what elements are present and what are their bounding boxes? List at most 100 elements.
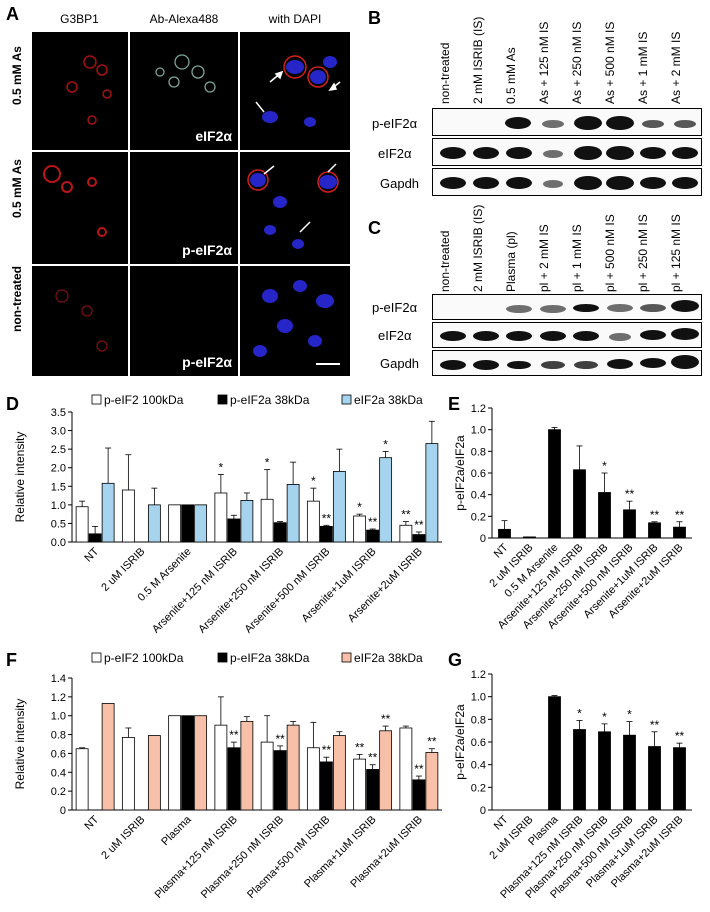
blot-b-label-eif2a: eIF2α — [378, 146, 412, 161]
significance-mark: * — [602, 710, 607, 724]
bar — [648, 522, 661, 539]
micro-dapi-as-peif2 — [240, 152, 350, 264]
y-tick-label: 1.2 — [51, 692, 66, 704]
blot-c-label-peif2a: p-eIF2α — [372, 300, 418, 315]
image-label-eif2a: eIF2α — [195, 128, 232, 144]
significance-mark: ** — [322, 511, 332, 525]
lane-c-3: Plasma (pl) — [504, 231, 518, 292]
bar — [425, 752, 439, 811]
bar — [194, 504, 208, 543]
lane-c-6: pl + 500 nM IS — [603, 214, 617, 292]
bar — [598, 492, 611, 539]
legend-label: p-eIF2a 38kDa — [230, 651, 310, 665]
significance-mark: * — [219, 460, 224, 474]
y-tick-label: 0.6 — [471, 468, 486, 480]
bar — [623, 734, 636, 811]
micro-alexa-as-eif2: eIF2α — [130, 32, 238, 150]
micro-g3bp1-nt — [32, 266, 128, 376]
lane-b-1: non-treated — [438, 42, 452, 104]
y-tick-label: 0.4 — [51, 767, 66, 779]
significance-mark: * — [357, 500, 362, 514]
bar — [75, 748, 89, 811]
col-title-g3bp1: G3BP1 — [60, 12, 99, 26]
bar — [399, 524, 413, 543]
bar — [168, 715, 182, 811]
bar — [121, 737, 135, 811]
legend-swatch — [341, 394, 352, 405]
significance-mark: * — [602, 459, 607, 473]
bar — [101, 482, 115, 543]
bar — [598, 731, 611, 811]
y-tick-label: 0 — [480, 533, 486, 545]
blot-c-strip-gapdh — [432, 350, 702, 376]
significance-mark: * — [383, 437, 388, 451]
y-axis-label: Relative intensity — [13, 432, 27, 523]
significance-mark: ** — [381, 712, 391, 726]
bar — [425, 443, 439, 543]
x-category-label: NT — [492, 813, 511, 832]
bar — [260, 741, 274, 811]
y-tick-label: 2.5 — [51, 444, 66, 456]
bar — [273, 522, 287, 543]
bar — [181, 715, 195, 811]
bar — [648, 746, 661, 811]
significance-mark: ** — [368, 515, 378, 529]
bar — [286, 724, 300, 811]
panel-letter-a: A — [6, 4, 19, 24]
bar — [147, 735, 161, 811]
legend-swatch — [91, 652, 102, 663]
y-tick-label: 1.0 — [471, 692, 486, 704]
bar — [214, 492, 228, 543]
y-tick-label: 0 — [60, 805, 66, 817]
y-tick-label: 0.8 — [471, 446, 486, 458]
lane-b-4: As + 125 nM IS — [537, 21, 551, 104]
legend-label: eIF2a 38kDa — [354, 393, 423, 407]
bar — [88, 533, 102, 543]
bar — [366, 769, 380, 811]
lane-b-8: As + 2 mM IS — [669, 31, 683, 104]
bar — [366, 529, 380, 543]
chart-f: 0 0.2 0.4 0.6 0.8 1.0 1.2 1.4 Relative intensity… — [13, 651, 442, 901]
y-tick-label: 1.5 — [51, 481, 66, 493]
bar — [498, 528, 511, 539]
significance-mark: ** — [625, 487, 635, 501]
bar — [573, 729, 586, 811]
y-axis-label: Relative intensity — [13, 699, 27, 790]
y-tick-label: 0.2 — [51, 786, 66, 798]
significance-mark: * — [627, 708, 632, 722]
bar — [523, 536, 536, 539]
x-category-label: NT — [82, 545, 101, 564]
x-category-label: Plasma+250 nM ISRIB — [199, 814, 286, 901]
significance-mark: ** — [675, 508, 685, 522]
significance-mark: * — [265, 456, 270, 470]
bar — [379, 730, 393, 811]
row-label-as-2: 0.5 mM As — [10, 159, 24, 218]
significance-mark: ** — [322, 743, 332, 757]
y-axis-label: p-eIF2a/eIF2a — [453, 435, 467, 511]
bar — [319, 525, 333, 543]
lane-b-7: As + 1 mM IS — [636, 31, 650, 104]
lane-c-2: 2 mM ISRIB (IS) — [471, 204, 485, 292]
blot-b-strip-gapdh — [432, 168, 702, 196]
y-tick-label: 1.2 — [471, 669, 486, 681]
blot-c-strip-eif2a — [432, 322, 702, 348]
blot-b-label-peif2a: p-eIF2α — [372, 116, 418, 131]
blot-c-strip-peif2a — [432, 294, 702, 320]
x-category-label: Arsenite+125 nM ISRIB — [150, 546, 240, 636]
blot-b-strip-eif2a — [432, 138, 702, 166]
bar — [306, 500, 320, 543]
bar — [548, 696, 561, 811]
lane-c-4: pl + 2 mM IS — [537, 224, 551, 292]
y-tick-label: 0 — [480, 805, 486, 817]
bar — [332, 735, 346, 811]
lane-c-8: pl + 125 nM IS — [669, 214, 683, 292]
bar — [240, 500, 254, 543]
panel-letter-f: F — [6, 650, 17, 670]
y-tick-label: 0.5 — [51, 518, 66, 530]
image-label-peif2a-1: p-eIF2α — [182, 242, 232, 258]
lane-c-1: non-treated — [438, 230, 452, 292]
lane-b-6: As + 500 nM IS — [603, 21, 617, 104]
bar — [147, 504, 161, 543]
bar — [240, 720, 254, 811]
bar — [306, 747, 320, 811]
